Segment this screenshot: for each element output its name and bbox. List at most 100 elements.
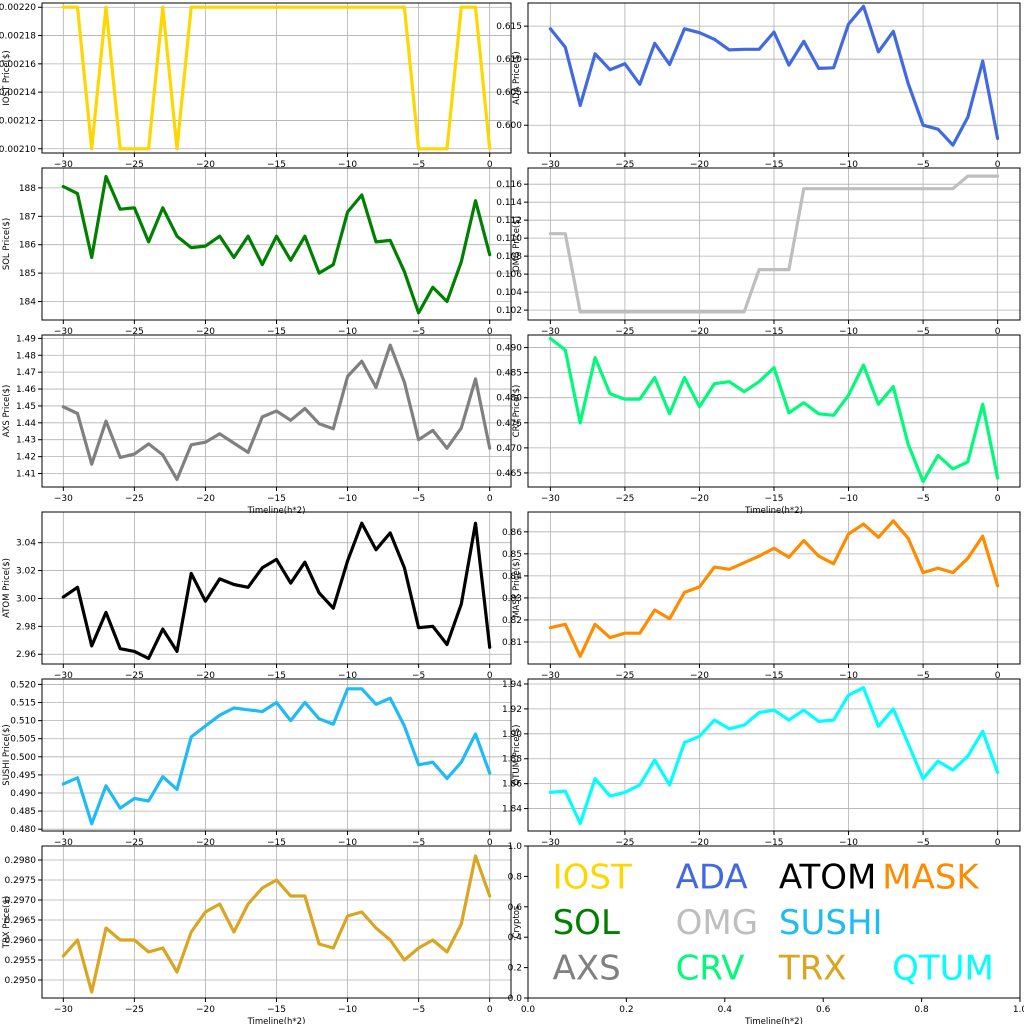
x-tick-label: −15 [267,1005,286,1015]
chart-panel-5: −30 −25 −20 −15 −10 −5 0 0.465 0.470 0.475 0.480 0.… [496,334,1021,516]
x-tick-label: 0 [487,327,493,337]
legend-label-sushi: SUSHI [779,903,883,943]
x-tick-label: −10 [839,494,858,504]
x-tick-label: −20 [690,160,709,170]
y-tick-label: 0.82 [502,616,522,626]
y-tick-label: 0.112 [496,216,522,226]
chart-panel-6: −30 −25 −20 −15 −10 −5 0 2.96 2.98 3.00 3.02 3.04 AT… [2,511,512,681]
y-tick-label: 0.485 [496,369,522,379]
x-tick-label: −10 [338,1005,357,1015]
x-tick-label: −5 [412,1005,425,1015]
y-tick-label: 2.96 [16,650,36,660]
legend-label-mask: MASK [882,857,980,897]
x-tick-label: 0 [995,838,1001,848]
x-tick-label: −5 [916,838,929,848]
y-tick-label: 0.2950 [5,976,37,986]
y-axis-label: TRX Price($) [2,896,12,949]
x-tick-label: −25 [615,327,634,337]
y-tick-label: 0.465 [496,469,522,479]
x-tick-label: −30 [541,494,560,504]
y-axis-label: IOST Price($) [2,50,12,105]
x-tick-label: −15 [267,160,286,170]
axes-frame [41,167,512,321]
x-axis-label: Timeline(h*2) [247,1017,306,1024]
axes-frame [527,511,1021,665]
y-tick-label: 0.85 [502,550,522,560]
y-tick-label: 0.2980 [5,856,37,866]
y-axis-label: ATOM Price($) [2,558,12,618]
x-tick-label: −20 [196,671,215,681]
y-axis-label: CRV Price($) [512,385,522,438]
x-tick-label: −15 [765,327,784,337]
series-line [548,686,1000,826]
y-axis-label: Cryptos [512,905,522,938]
x-tick-label: 0 [487,671,493,681]
x-tick-label: −15 [267,838,286,848]
y-tick-label: 0.00220 [0,3,36,13]
legend-label-qtum: QTUM [892,949,994,989]
y-tick-label: 0.84 [502,572,522,582]
y-tick-label: 1.46 [16,385,36,395]
series-line [61,854,492,994]
chart-panel-2: −30 −25 −20 −15 −10 −5 0 184 185 186 187 188 SOL Pri… [2,167,512,337]
axes-frame [527,167,1021,321]
y-tick-label: 0.510 [10,717,36,727]
y-tick-label: 0.505 [10,735,36,745]
x-tick-label: −20 [196,838,215,848]
x-tick-label: 0.2 [619,1005,633,1015]
y-tick-label: 0.2975 [5,876,37,886]
x-tick-label: −30 [54,1005,73,1015]
x-tick-label: −25 [125,838,144,848]
y-axis-label: AXS Price($) [2,385,12,438]
x-tick-label: −20 [690,838,709,848]
y-tick-label: 0.106 [496,270,522,280]
x-tick-label: −15 [765,160,784,170]
y-axis-label: SUSHI Price($) [2,724,12,785]
x-tick-label: −25 [125,671,144,681]
y-tick-label: 0.480 [10,825,36,835]
y-tick-label: 1.48 [16,351,36,361]
y-axis-label: ADA Price($) [512,51,522,105]
x-tick-label: −20 [690,327,709,337]
y-tick-label: 0.480 [496,394,522,404]
y-tick-label: 185 [19,269,36,279]
x-axis-label: Timeline(h*2) [744,506,803,516]
y-tick-label: 0.00214 [0,88,36,98]
x-tick-label: −10 [839,838,858,848]
chart-panel-7: −30 −25 −20 −15 −10 −5 0 0.81 0.82 0.83 0.84 0.85 0.… [502,511,1021,681]
x-tick-label: −25 [125,327,144,337]
x-tick-label: −30 [54,671,73,681]
y-tick-label: 1.86 [502,780,522,790]
x-tick-label: 0.8 [914,1005,929,1015]
x-tick-label: −25 [615,494,634,504]
y-axis-label: OMG Price($) [512,216,522,272]
y-tick-label: 0.495 [10,771,36,781]
x-tick-label: −10 [338,838,357,848]
axes-frame [527,678,1021,832]
chart-panel-8: −30 −25 −20 −15 −10 −5 0 0.480 0.485 0.490 0.495 0.… [2,678,512,848]
legend-label-trx: TRX [778,949,847,989]
x-tick-label: −5 [916,327,929,337]
y-tick-label: 0.615 [496,22,522,32]
y-tick-label: 1.84 [502,805,522,815]
y-tick-label: 1.47 [16,368,36,378]
y-tick-label: 3.04 [16,539,36,549]
axes-frame [41,845,512,999]
chart-panel-10: −30 −25 −20 −15 −10 −5 0 0.2950 0.2955 0.2960 0.29… [2,845,512,1024]
x-tick-label: −25 [125,1005,144,1015]
x-tick-label: −15 [267,327,286,337]
y-tick-label: 0.470 [496,444,522,454]
y-tick-label: 1.45 [16,402,36,412]
x-tick-label: −10 [839,671,858,681]
y-tick-label: 0.490 [496,344,522,354]
y-tick-label: 1.94 [502,680,522,690]
y-tick-label: 0.86 [502,528,522,538]
series-line [61,687,492,826]
x-tick-label: −5 [916,494,929,504]
x-tick-label: −15 [267,494,286,504]
chart-panel-0: −30 −25 −20 −15 −10 −5 0 0.00210 0.00212 0.00214 0… [0,2,512,170]
x-tick-label: −30 [541,838,560,848]
y-tick-label: 1.43 [16,436,36,446]
x-tick-label: −5 [916,671,929,681]
y-tick-label: 184 [19,298,36,308]
